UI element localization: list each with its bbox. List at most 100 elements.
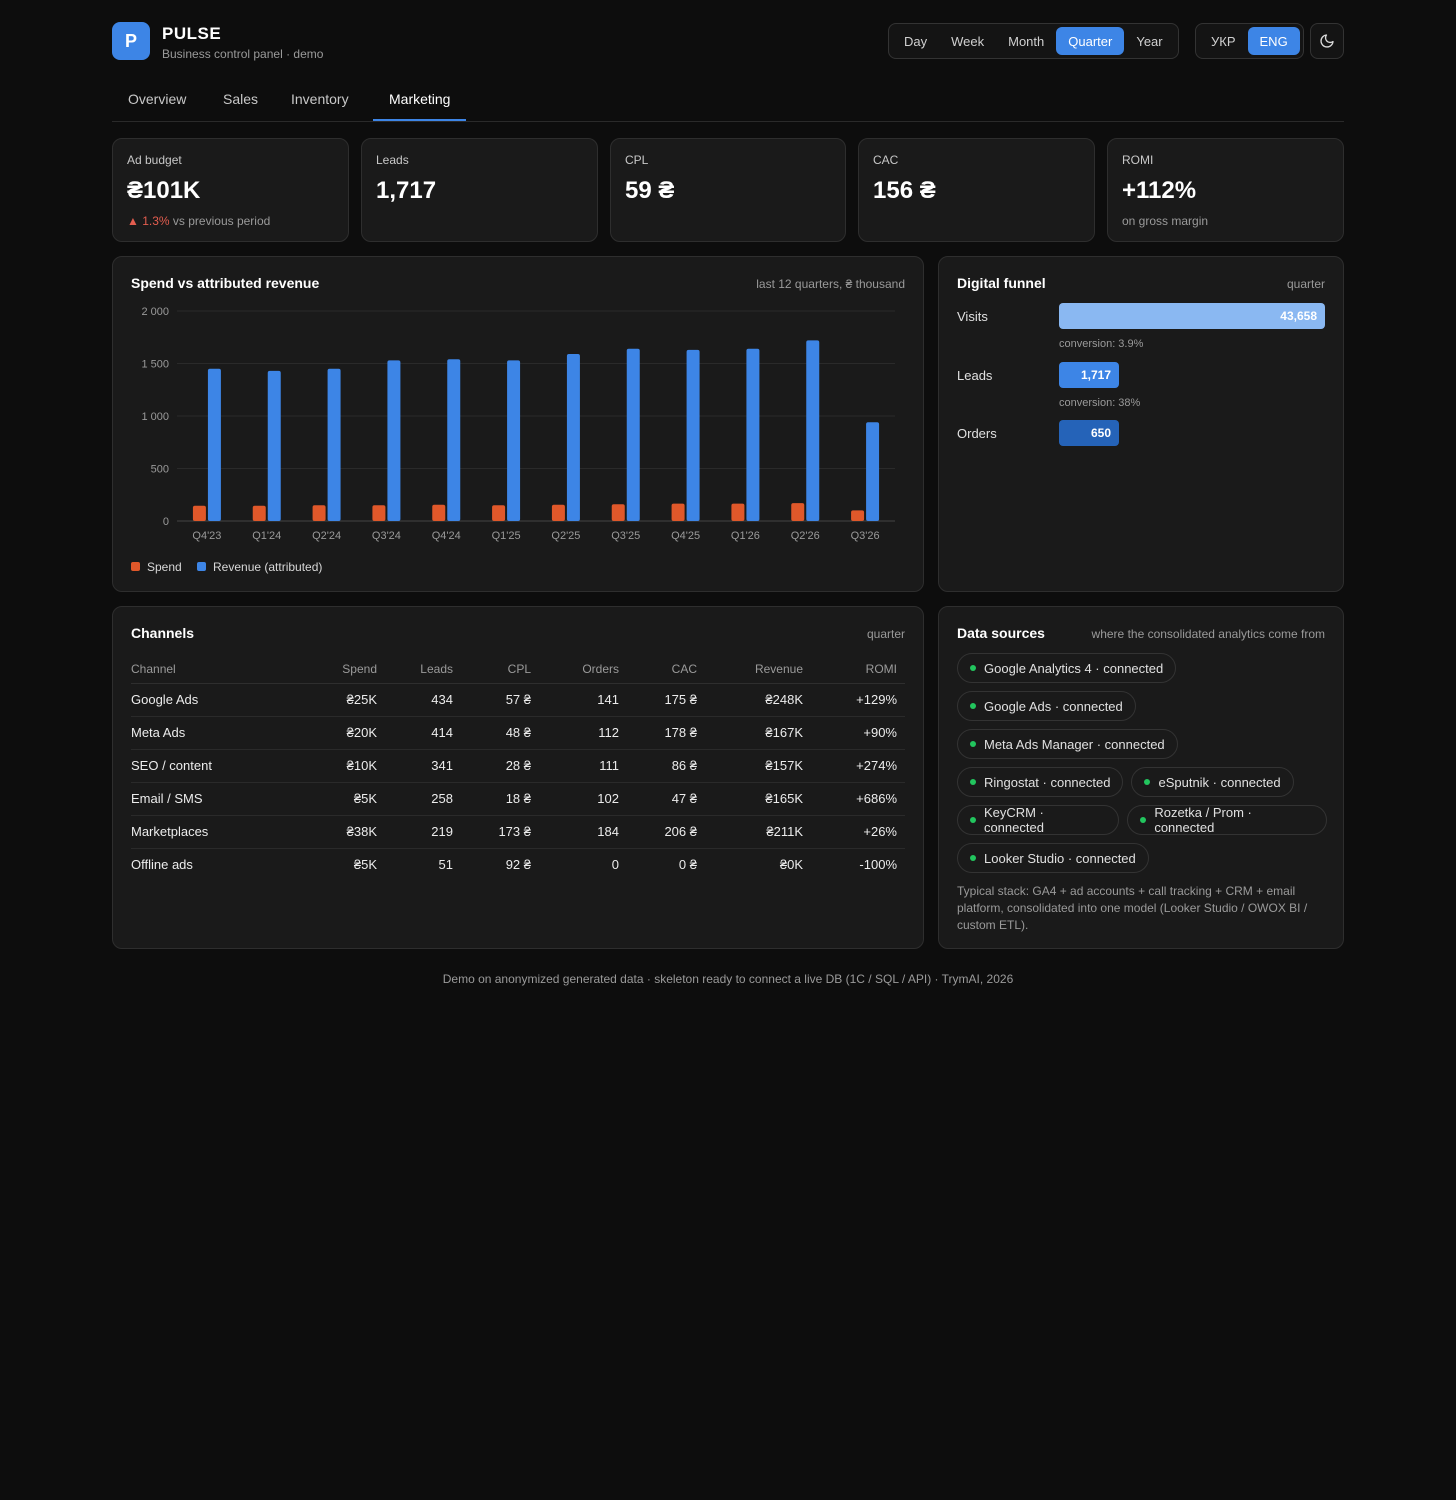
table-cell: 18 ₴ <box>461 782 539 816</box>
table-cell: ₴167K <box>705 716 811 750</box>
funnel-value: 1,717 <box>1080 368 1111 382</box>
revenue-bar <box>566 354 580 521</box>
table-cell: Google Ads <box>131 683 301 717</box>
table-cell: 141 <box>539 683 627 717</box>
kpi-value: 156 ₴ <box>873 177 936 204</box>
funnel-value: 650 <box>1090 426 1111 440</box>
x-tick-label: Q1'25 <box>492 530 521 542</box>
kpi-label: CAC <box>873 153 899 167</box>
kpi-value: ₴101K <box>127 177 201 204</box>
table-cell: 102 <box>539 782 627 816</box>
kpi-delta-caption: vs previous period <box>172 214 271 228</box>
x-tick-label: Q2'24 <box>312 530 341 542</box>
chip-row: Meta Ads Manager · connected <box>957 729 1327 759</box>
tab-overview[interactable]: Overview <box>128 91 187 107</box>
kpi-value: 1,717 <box>376 177 437 204</box>
period-week[interactable]: Week <box>951 33 985 49</box>
spend-revenue-chart: 0 500 1 000 1 500 2 000 Q4'23 Q1'24 Q2'24 Q3'24 Q… <box>131 306 895 574</box>
revenue-bar <box>387 360 401 521</box>
kpi-delta-value: 1.3% <box>142 214 170 228</box>
kpi-label: Ad budget <box>127 153 182 167</box>
lang-ukr[interactable]: УКР <box>1211 33 1236 49</box>
data-source-chip: Looker Studio · connected <box>957 843 1149 873</box>
table-cell: ₴5K <box>353 857 377 873</box>
x-tick-label: Q3'25 <box>611 530 640 542</box>
column-header: ROMI <box>811 655 905 684</box>
table-cell: 47 ₴ <box>627 782 705 816</box>
funnel-label-visits: Visits <box>957 309 988 324</box>
chip-row: Ringostat · connected eSputnik · connecte… <box>957 767 1327 797</box>
table-cell: ₴165K <box>705 782 811 816</box>
table-cell: SEO / content <box>131 749 301 783</box>
table-cell: ₴25K <box>301 683 385 717</box>
kpi-card-leads: Leads 1,717 <box>361 138 598 242</box>
tab-marketing[interactable]: Marketing <box>373 80 467 121</box>
table-cell: -100% <box>859 857 897 873</box>
chip-row: Google Analytics 4 · connected <box>957 653 1327 683</box>
chip-row: KeyCRM · connected Rozetka / Prom · conne… <box>957 805 1327 835</box>
chip-row: Google Ads · connected <box>957 691 1327 721</box>
table-cell: ₴20K <box>301 716 385 750</box>
revenue-bar <box>626 348 640 521</box>
kpi-label: Leads <box>376 153 409 167</box>
period-day[interactable]: Day <box>904 33 928 49</box>
table-row: Marketplaces ₴38K 219 173 ₴ 184 206 ₴ ₴211K +26… <box>131 815 905 849</box>
spend-bar <box>791 503 805 521</box>
data-sources-note: where the consolidated analytics come fr… <box>1091 627 1325 641</box>
channels-table: Channel Spend Leads CPL Orders CAC Reven… <box>131 655 905 881</box>
app-header: P PULSE Business control panel · demo Da… <box>112 22 1344 61</box>
main-tabs: Overview Sales Inventory Marketing <box>112 80 1344 122</box>
table-row: Offline ads ₴5K 51 92 ₴ 0 0 ₴ ₴0K -100% <box>131 848 905 881</box>
funnel-bar-orders: 650 <box>1059 420 1119 446</box>
spend-bar <box>432 504 446 521</box>
tab-inventory[interactable]: Inventory <box>291 91 349 107</box>
app-subtitle: Business control panel · demo <box>162 47 324 61</box>
table-cell: 258 <box>385 782 461 816</box>
table-cell: 48 ₴ <box>461 716 539 750</box>
x-tick-label: Q4'24 <box>432 530 461 542</box>
funnel-bar-leads: 1,717 <box>1059 362 1119 388</box>
period-quarter[interactable]: Quarter <box>1056 27 1125 55</box>
table-cell: 86 ₴ <box>627 749 705 783</box>
legend-label: Revenue (attributed) <box>213 560 322 574</box>
table-cell: 184 <box>539 815 627 849</box>
data-source-label: Google Analytics 4 · connected <box>984 660 1164 676</box>
column-header: Leads <box>385 655 461 684</box>
data-source-chip: Google Ads · connected <box>957 691 1136 721</box>
spend-revenue-chart-card: Spend vs attributed revenue last 12 quar… <box>112 256 924 592</box>
channels-note: quarter <box>866 627 905 641</box>
table-cell: Marketplaces <box>131 815 301 849</box>
theme-toggle-button[interactable] <box>1310 23 1344 59</box>
data-source-label: Looker Studio · connected <box>984 850 1136 866</box>
table-row: Meta Ads ₴20K 414 48 ₴ 112 178 ₴ ₴167K +90% <box>131 716 905 750</box>
status-dot-icon <box>970 703 976 709</box>
spend-bar <box>492 505 506 521</box>
spend-bar <box>372 505 386 521</box>
legend-label: Spend <box>147 560 182 574</box>
status-dot-icon <box>970 817 976 823</box>
period-month[interactable]: Month <box>1008 33 1045 49</box>
lang-eng[interactable]: ENG <box>1247 27 1300 55</box>
table-cell: 414 <box>385 716 461 750</box>
table-cell: ₴0K <box>779 857 803 873</box>
table-row: Google Ads ₴25K 434 57 ₴ 141 175 ₴ ₴248K +129% <box>131 683 905 717</box>
table-cell: ₴38K <box>301 815 385 849</box>
status-dot-icon <box>1144 779 1151 785</box>
revenue-bar <box>327 368 341 521</box>
spend-bar <box>312 505 326 521</box>
period-year[interactable]: Year <box>1136 33 1163 49</box>
spend-bar <box>671 503 685 521</box>
legend-swatch <box>197 562 206 571</box>
revenue-bar <box>746 348 760 521</box>
period-selector: Day Week Month Quarter Year <box>888 23 1179 59</box>
funnel-label-leads: Leads <box>957 368 993 383</box>
kpi-caption: on gross margin <box>1122 214 1209 228</box>
table-cell: 57 ₴ <box>461 683 539 717</box>
revenue-bar <box>866 422 880 521</box>
x-tick-label: Q3'26 <box>851 530 880 542</box>
table-cell: 178 ₴ <box>627 716 705 750</box>
table-cell: +129% <box>811 683 905 717</box>
tab-sales[interactable]: Sales <box>223 91 259 107</box>
funnel-bar-visits: 43,658 <box>1059 303 1325 329</box>
data-source-label: Meta Ads Manager · connected <box>984 736 1165 752</box>
